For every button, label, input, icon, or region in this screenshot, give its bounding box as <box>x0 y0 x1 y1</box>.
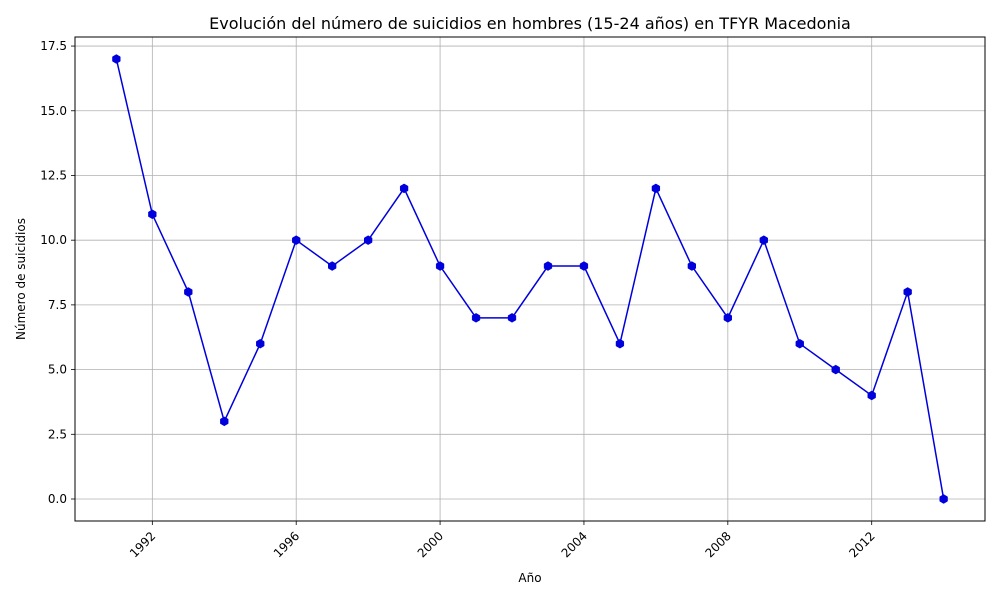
y-tick-label: 2.5 <box>48 427 67 441</box>
data-point <box>292 235 301 245</box>
data-point <box>364 235 373 245</box>
plot-area <box>112 54 948 504</box>
data-point <box>579 261 589 271</box>
data-point <box>328 261 337 271</box>
y-tick-label: 7.5 <box>48 298 67 312</box>
y-tick-label: 5.0 <box>48 363 67 377</box>
y-axis-label: Número de suicidios <box>14 218 28 340</box>
data-point <box>148 209 157 220</box>
plot-frame <box>74 36 986 522</box>
data-point <box>939 494 948 504</box>
data-point <box>795 338 804 349</box>
data-point <box>723 313 732 323</box>
x-axis-label: Año <box>518 571 541 585</box>
data-point <box>256 338 265 349</box>
data-point <box>867 390 876 401</box>
data-point <box>184 287 193 297</box>
data-point <box>220 416 229 427</box>
data-point <box>435 261 445 271</box>
data-point <box>831 364 840 375</box>
y-tick-label: 12.5 <box>40 168 67 182</box>
data-point <box>615 338 625 349</box>
y-tick-label: 10.0 <box>40 233 67 247</box>
data-point <box>903 287 912 297</box>
y-tick-label: 17.5 <box>40 39 67 53</box>
data-point <box>759 235 768 245</box>
data-point <box>687 261 696 271</box>
data-point <box>651 183 661 194</box>
chart-title: Evolución del número de suicidios en hom… <box>209 14 851 33</box>
y-tick-label: 15.0 <box>40 104 67 118</box>
data-point <box>543 261 553 271</box>
y-tick-label: 0.0 <box>48 492 67 506</box>
data-point <box>112 54 121 64</box>
data-point <box>471 313 481 323</box>
data-point <box>507 313 517 323</box>
series-line <box>115 58 945 500</box>
data-point <box>399 183 409 194</box>
grid <box>75 37 985 521</box>
